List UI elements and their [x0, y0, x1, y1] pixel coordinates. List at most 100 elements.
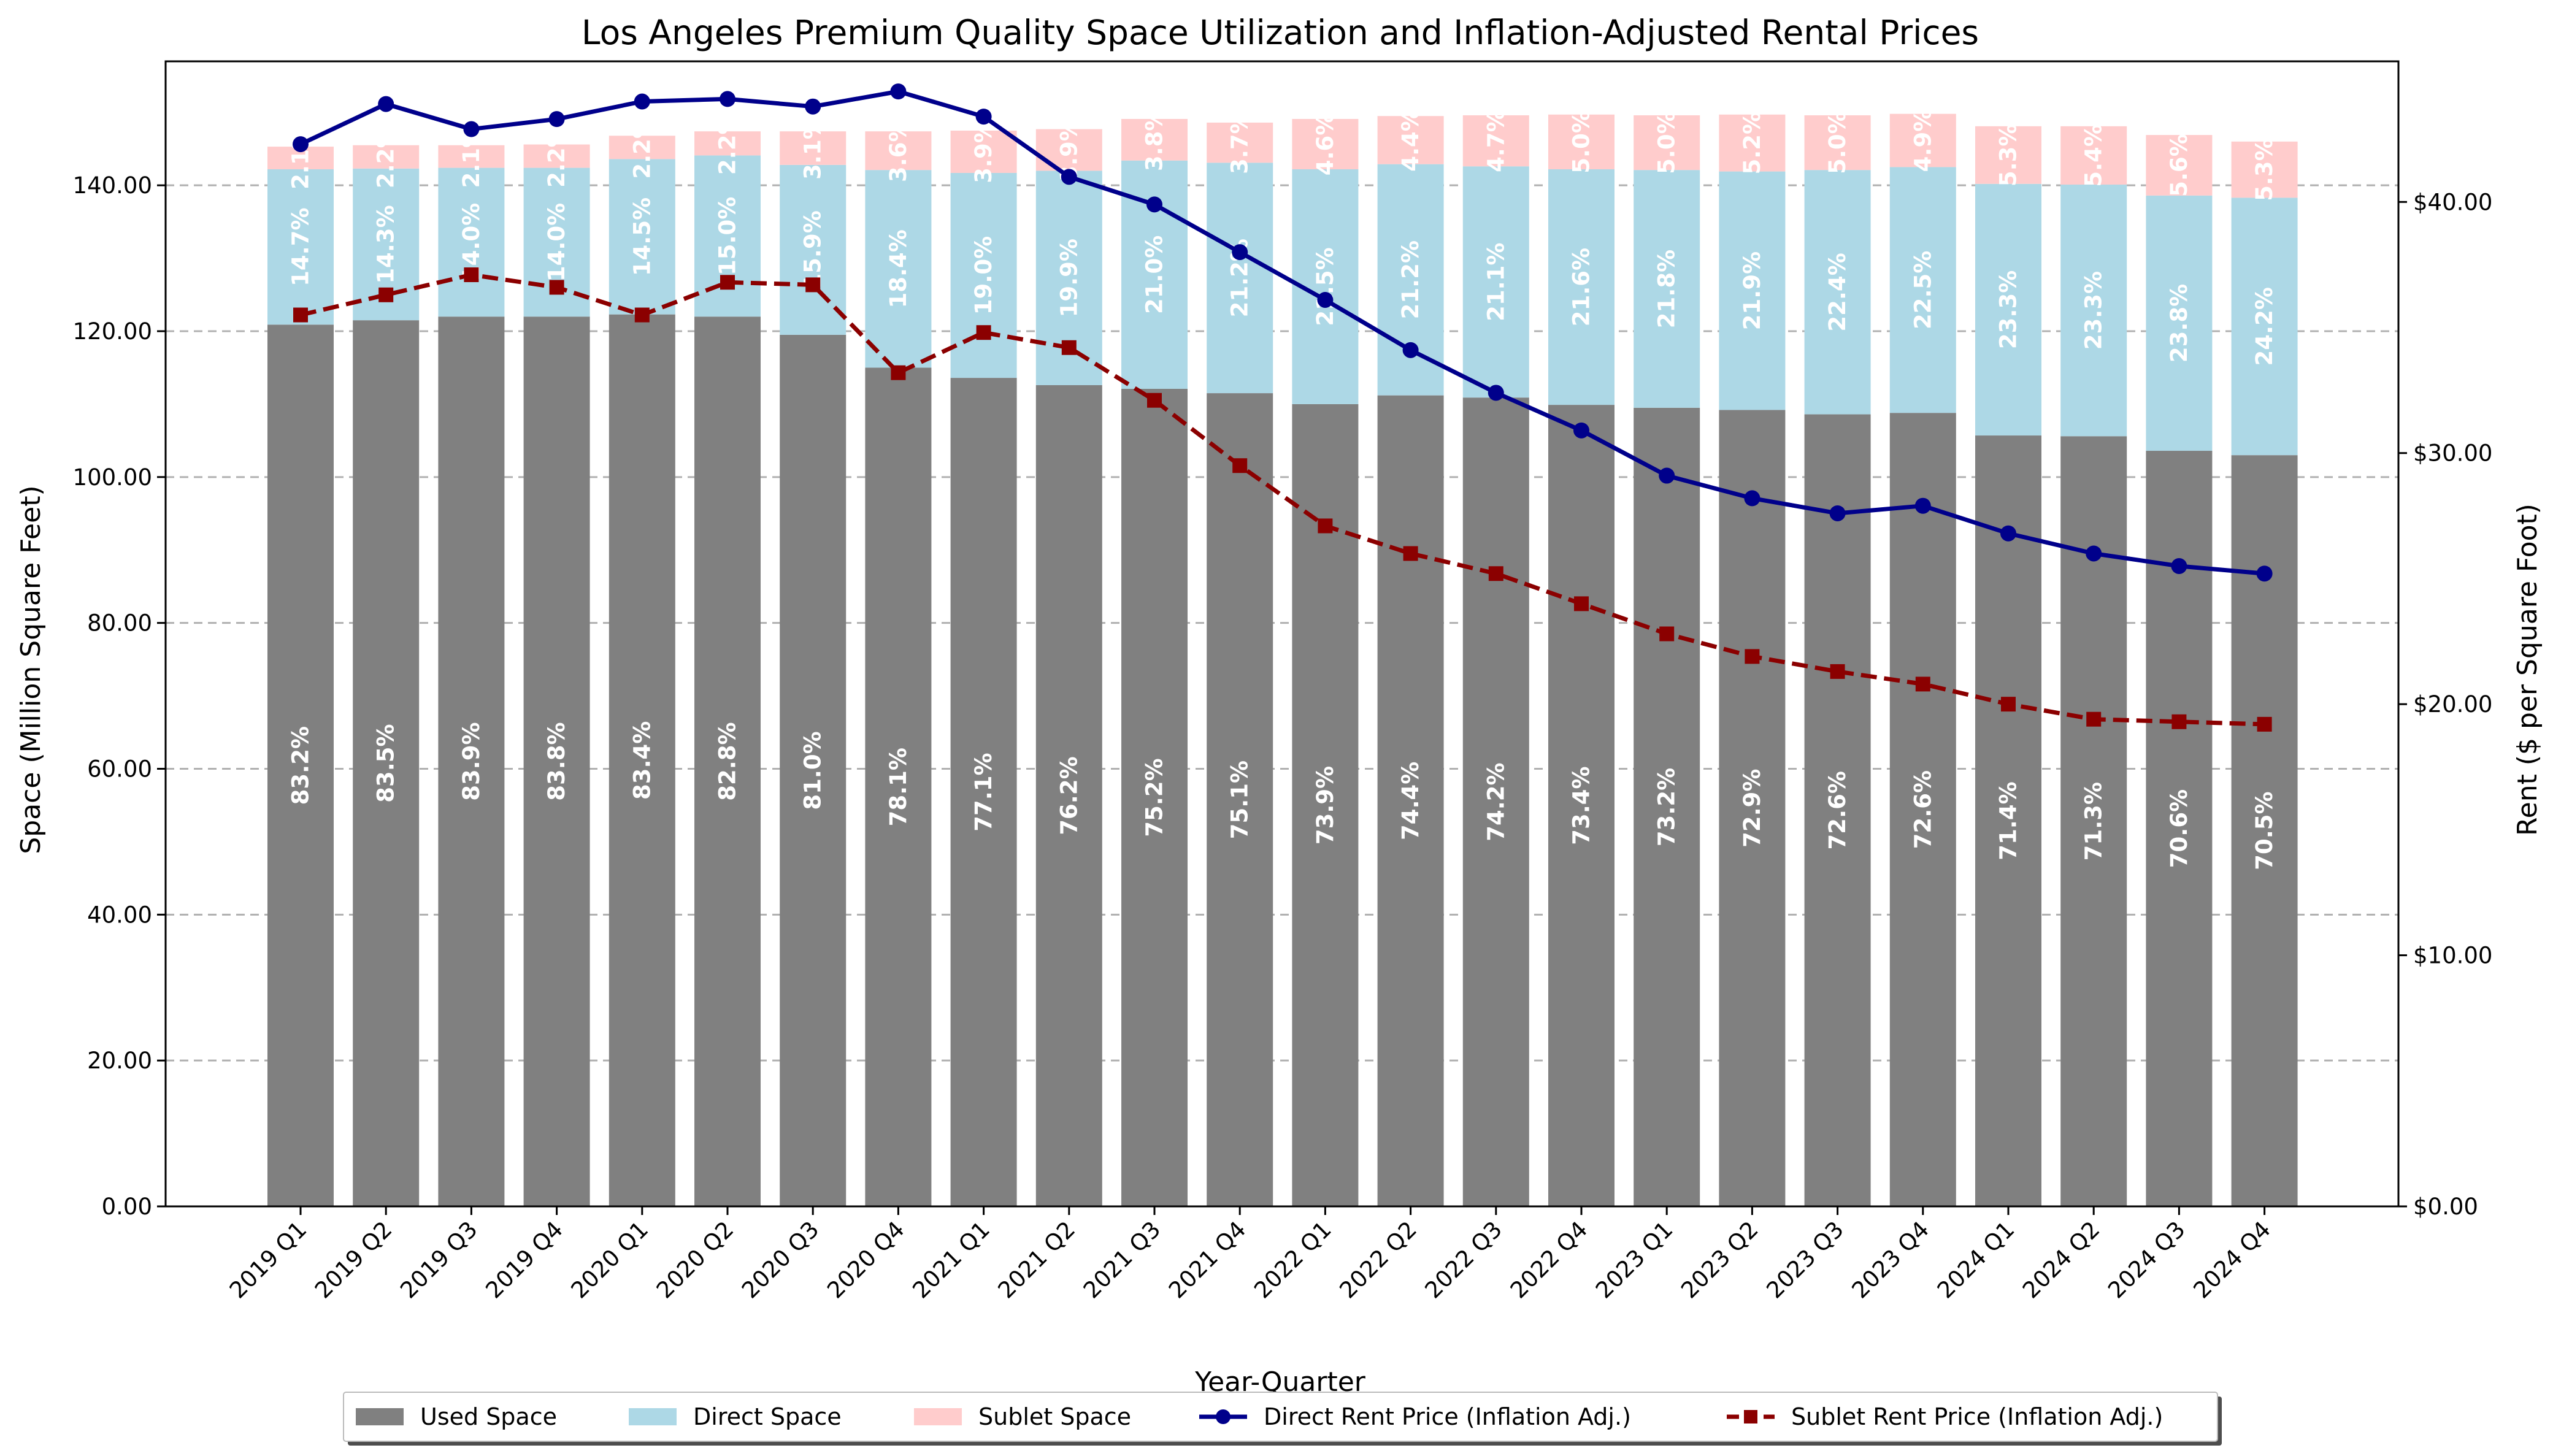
direct-rent-price-inflation-adj-point [2086, 545, 2102, 562]
sublet-rent-price-inflation-adj-point [293, 307, 308, 323]
direct-space-pct-label: 15.9% [800, 210, 826, 289]
direct-rent-price-inflation-adj-point [463, 121, 480, 137]
x-tick-label: 2020 Q2 [651, 1216, 739, 1304]
sublet-rent-price-inflation-adj-point [1488, 566, 1503, 581]
axes: 0.00 20.00 40.00 60.00 80.00 100.00 120.00 140.… [73, 60, 2492, 1304]
direct-space-pct-label: 23.3% [1995, 270, 2022, 349]
used-space-pct-label: 83.9% [458, 722, 485, 800]
used-space-pct-label: 78.1% [885, 748, 912, 826]
sublet-space-pct-label: 3.8% [1142, 109, 1168, 172]
direct-space-pct-label: 22.5% [1910, 251, 1936, 329]
used-space-legend-swatch [356, 1408, 404, 1425]
direct-rent-price-inflation-adj-point [890, 83, 907, 100]
direct-space-bar [865, 170, 932, 368]
sublet-space-pct-label: 5.3% [2251, 138, 2278, 201]
direct-rent-price-inflation-adj-point [1232, 244, 1248, 261]
used-space-bar [1719, 410, 1786, 1206]
used-space-pct-label: 75.1% [1227, 761, 1253, 839]
sublet-space-pct-label: 5.3% [1995, 123, 2022, 186]
used-space-bar [950, 378, 1017, 1207]
sublet-space-legend-swatch [914, 1408, 962, 1425]
used-space-bar [1121, 388, 1188, 1206]
y-left-tick-label: 100.00 [73, 464, 152, 491]
sublet-space-bar [1292, 118, 1359, 169]
sublet-rent-price-inflation-adj-point [1659, 626, 1675, 642]
direct-rent-price-inflation-adj-point [1914, 497, 1931, 514]
sublet-space-pct-label: 5.0% [1568, 110, 1595, 174]
sublet-space-bar [1804, 115, 1871, 171]
direct-rent-price-inflation-adj-legend-marker [1216, 1409, 1231, 1424]
direct-space-bar [1719, 171, 1786, 410]
x-tick-label: 2020 Q3 [737, 1216, 824, 1304]
used-space-pct-label: 83.4% [629, 721, 655, 800]
sublet-rent-price-inflation-adj-point [976, 325, 991, 340]
sublet-space-bar [1207, 122, 1273, 163]
sublet-rent-price-inflation-adj-legend-marker [1744, 1410, 1757, 1423]
x-tick-label: 2020 Q4 [822, 1216, 910, 1304]
sublet-space-bar [1462, 115, 1529, 167]
x-tick-label: 2024 Q1 [1932, 1216, 2020, 1304]
y-left-tick-label: 80.00 [87, 610, 152, 637]
direct-rent-price-inflation-adj-point [293, 136, 309, 153]
x-tick-label: 2024 Q2 [2018, 1216, 2105, 1304]
bar-labels: 83.2% 14.7% 2.1% 83.5% 14.3% 2.2% 83.9% 14.0% 2.… [288, 109, 2278, 870]
x-tick-label: 2023 Q4 [1847, 1216, 1935, 1304]
sublet-space-bar [1121, 118, 1188, 161]
used-space-bar [1207, 393, 1273, 1206]
direct-rent-price-inflation-adj-point [2256, 565, 2273, 582]
x-tick-label: 2023 Q3 [1761, 1216, 1849, 1304]
used-space-pct-label: 70.6% [2166, 789, 2192, 868]
direct-space-pct-label: 21.2% [1397, 240, 1424, 319]
sublet-space-bar [950, 130, 1017, 173]
sublet-rent-price-inflation-adj-point [891, 365, 906, 380]
sublet-space-legend-label: Sublet Space [978, 1403, 1131, 1430]
direct-space-bar [1548, 169, 1615, 405]
direct-space-bar [2060, 184, 2127, 437]
y-right-tick-label: $0.00 [2413, 1194, 2478, 1220]
sublet-rent-price-inflation-adj-point [2171, 714, 2187, 729]
plot-frame [164, 60, 2400, 1208]
sublet-space-pct-label: 5.4% [2081, 124, 2107, 187]
x-tick-label: 2022 Q4 [1505, 1216, 1593, 1304]
direct-rent-price-inflation-adj-point [2171, 557, 2187, 574]
direct-rent-price-inflation-adj-point [805, 98, 821, 115]
sublet-space-bar [1634, 115, 1700, 171]
used-space-pct-label: 77.1% [970, 753, 997, 831]
sublet-space-bar [1975, 126, 2041, 184]
direct-space-bar [1975, 183, 2041, 436]
sublet-space-pct-label: 3.6% [885, 119, 912, 182]
used-space-bar [1292, 404, 1359, 1206]
used-space-bar [2060, 436, 2127, 1206]
used-space-bar [1975, 435, 2041, 1207]
direct-space-bar [438, 167, 505, 317]
used-space-bar [1548, 405, 1615, 1206]
used-space-pct-label: 82.8% [715, 722, 741, 800]
x-tick-label: 2023 Q2 [1676, 1216, 1764, 1304]
sublet-rent-price-inflation-adj-point [2001, 697, 2016, 712]
sublet-space-bar [694, 131, 761, 156]
sublet-space-pct-label: 4.4% [1397, 109, 1424, 172]
y-right-tick-label: $40.00 [2413, 189, 2492, 215]
used-space-pct-label: 74.4% [1397, 762, 1424, 840]
sublet-rent-price-inflation-adj-point [1745, 649, 1760, 664]
sublet-rent-price-inflation-adj-line [300, 272, 2265, 727]
used-space-bar [1035, 385, 1102, 1206]
direct-space-bar [950, 172, 1017, 378]
used-space-bar [1462, 397, 1529, 1206]
y-left-tick-label: 60.00 [87, 756, 152, 782]
direct-rent-price-inflation-adj-point [1402, 342, 1419, 358]
sublet-space-pct-label: 5.2% [1739, 112, 1765, 175]
x-tick-label: 2019 Q1 [225, 1216, 312, 1304]
x-tick-label: 2024 Q3 [2103, 1216, 2190, 1304]
used-space-bar [1377, 395, 1444, 1206]
sublet-space-bar [609, 136, 675, 159]
rent-lines [293, 83, 2273, 732]
direct-space-pct-label: 22.4% [1824, 253, 1851, 331]
sublet-rent-price-inflation-adj-point [378, 287, 394, 302]
used-space-bar [353, 320, 420, 1207]
used-space-bar [694, 316, 761, 1206]
used-space-pct-label: 72.9% [1739, 769, 1765, 848]
y-left-tick-label: 40.00 [87, 902, 152, 928]
used-space-pct-label: 71.3% [2081, 782, 2107, 860]
y-axis-right-title: Rent ($ per Square Foot) [2512, 504, 2543, 836]
